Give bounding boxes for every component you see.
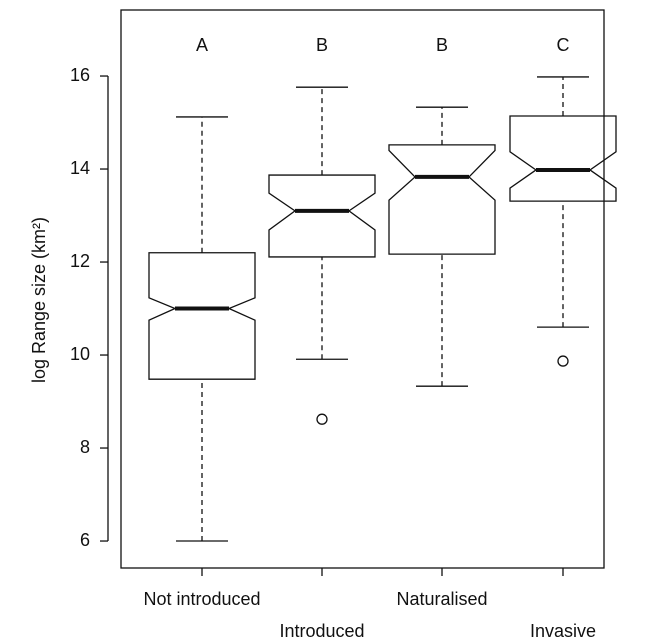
- x-tick-label: Not introduced: [143, 589, 260, 609]
- outlier: [557, 355, 569, 367]
- plot-frame: [120, 9, 605, 569]
- x-tick-label: Introduced: [279, 621, 364, 641]
- y-tick-label: 6: [80, 530, 90, 550]
- y-tick-label: 10: [70, 344, 90, 364]
- box: [148, 252, 256, 380]
- y-tick-label: 12: [70, 251, 90, 271]
- y-tick-label: 16: [70, 65, 90, 85]
- group-letter: A: [196, 35, 208, 55]
- y-tick-label: 14: [70, 158, 90, 178]
- y-axis-label: log Range size (km²): [29, 217, 49, 383]
- outlier: [316, 413, 328, 425]
- group-letter: C: [557, 35, 570, 55]
- x-tick-label: Invasive: [530, 621, 596, 641]
- box: [268, 174, 376, 258]
- group-letter: B: [436, 35, 448, 55]
- box: [388, 144, 496, 255]
- box: [509, 115, 617, 202]
- x-tick-label: Naturalised: [396, 589, 487, 609]
- y-tick-label: 8: [80, 437, 90, 457]
- group-letter: B: [316, 35, 328, 55]
